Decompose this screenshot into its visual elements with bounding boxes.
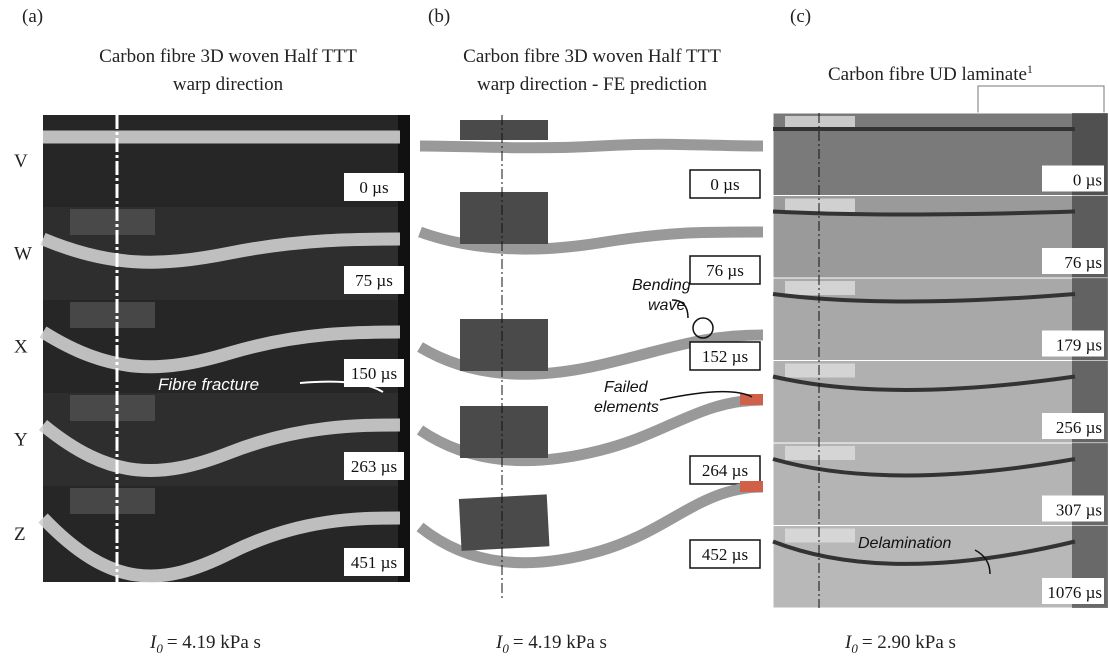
panel-label: (a) [22, 6, 43, 27]
title-superscript: 1 [1027, 62, 1033, 76]
panel-title: Carbon fibre 3D woven Half TTT [99, 46, 357, 67]
impactor [785, 446, 855, 460]
time-label: 264 µs [702, 461, 748, 480]
annotation: wave [648, 297, 685, 314]
impactor [785, 529, 855, 543]
fe-impactor [459, 494, 550, 551]
row-label: V [14, 151, 28, 172]
row-label: W [14, 244, 32, 265]
time-label: 1076 µs [1047, 583, 1102, 602]
impactor [785, 281, 855, 295]
time-label: 256 µs [1056, 418, 1102, 437]
row-label: Z [14, 524, 26, 545]
failed-elements [740, 481, 763, 492]
annotation: Bending [632, 277, 691, 294]
panel-label: (c) [790, 6, 811, 27]
impulse-subscript: 0 [156, 641, 163, 656]
impactor [785, 364, 855, 378]
impulse-text: = 4.19 kPa s [513, 632, 607, 653]
time-label: 150 µs [351, 364, 397, 383]
fe-impactor [460, 319, 548, 371]
label-box [978, 86, 1104, 114]
time-label: 76 µs [706, 261, 744, 280]
time-label: 0 µs [1073, 171, 1102, 190]
panel-title: warp direction - FE prediction [477, 74, 708, 95]
impulse: I0= 2.90 kPa s [844, 632, 956, 656]
annotation: Failed [604, 379, 649, 396]
time-label: 0 µs [710, 175, 739, 194]
row-label: Y [14, 430, 28, 451]
time-label: 76 µs [1064, 253, 1102, 272]
impactor [70, 395, 155, 421]
fe-impactor [460, 192, 548, 244]
impulse: I0= 4.19 kPa s [149, 632, 261, 656]
time-label: 75 µs [355, 271, 393, 290]
impactor [785, 199, 855, 213]
impactor [70, 209, 155, 235]
time-label: 0 µs [359, 178, 388, 197]
fe-impactor [460, 120, 548, 140]
impactor [70, 302, 155, 328]
time-label: 307 µs [1056, 501, 1102, 520]
title-text: Carbon fibre UD laminate [828, 64, 1027, 85]
impulse: I0= 4.19 kPa s [495, 632, 607, 656]
impulse-text: = 2.90 kPa s [862, 632, 956, 653]
annotation: elements [594, 399, 659, 416]
annotation: Fibre fracture [158, 375, 259, 394]
annotation: Delamination [858, 535, 951, 552]
impulse-text: = 4.19 kPa s [167, 632, 261, 653]
time-label: 263 µs [351, 457, 397, 476]
time-label: 452 µs [702, 545, 748, 564]
failed-elements [740, 394, 763, 405]
time-label: 451 µs [351, 553, 397, 572]
row-label: X [14, 337, 28, 358]
impulse-subscript: 0 [851, 641, 858, 656]
panel-title: warp direction [173, 74, 284, 95]
panel-title: Carbon fibre UD laminate1 [828, 62, 1033, 85]
impactor [70, 488, 155, 514]
fe-impactor [460, 406, 548, 458]
panel-title: Carbon fibre 3D woven Half TTT [463, 46, 721, 67]
figure: (a) (b) (c) Carbon fibre 3D woven Half T… [0, 0, 1109, 657]
impulse-subscript: 0 [502, 641, 509, 656]
time-label: 179 µs [1056, 336, 1102, 355]
time-label: 152 µs [702, 347, 748, 366]
fe-beam [420, 144, 763, 148]
panel-label: (b) [428, 6, 450, 27]
